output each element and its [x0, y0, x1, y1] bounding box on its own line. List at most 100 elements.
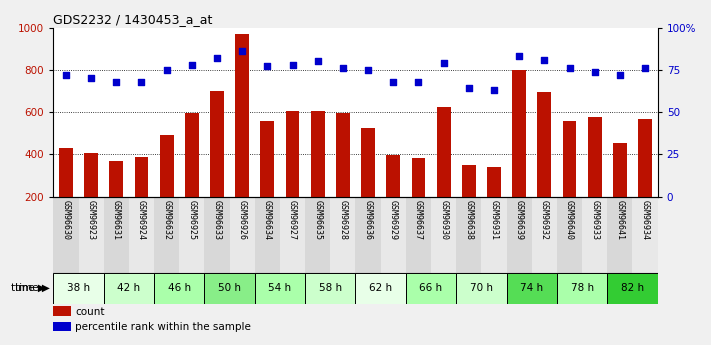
Bar: [361, 128, 375, 197]
Text: GSM96639: GSM96639: [515, 200, 524, 240]
Point: [186, 62, 198, 68]
Point: [564, 66, 575, 71]
Text: GSM96926: GSM96926: [237, 200, 247, 240]
Text: GSM96637: GSM96637: [414, 200, 423, 240]
Point: [60, 72, 72, 78]
Bar: [412, 158, 425, 197]
Bar: [406, 273, 456, 304]
Text: time ▶: time ▶: [15, 283, 50, 293]
Bar: [311, 111, 325, 197]
Bar: [386, 156, 400, 197]
Bar: [305, 273, 356, 304]
Bar: [356, 197, 380, 273]
Text: 70 h: 70 h: [470, 283, 493, 293]
Bar: [134, 157, 149, 197]
Text: GSM96934: GSM96934: [641, 200, 650, 240]
Bar: [437, 107, 451, 197]
Text: GSM96930: GSM96930: [439, 200, 448, 240]
Point: [262, 64, 273, 69]
Text: 58 h: 58 h: [319, 283, 342, 293]
Bar: [481, 197, 506, 273]
Bar: [109, 161, 123, 197]
Bar: [512, 70, 526, 197]
Bar: [205, 273, 255, 304]
Bar: [129, 197, 154, 273]
Point: [136, 79, 147, 85]
Point: [438, 60, 449, 66]
Bar: [638, 119, 652, 197]
Text: 38 h: 38 h: [67, 283, 90, 293]
Bar: [260, 121, 274, 197]
Point: [488, 87, 500, 93]
Bar: [633, 197, 658, 273]
Point: [589, 69, 600, 74]
Bar: [506, 197, 532, 273]
Bar: [154, 273, 205, 304]
Bar: [53, 322, 71, 331]
Point: [161, 67, 172, 72]
Bar: [557, 273, 607, 304]
Text: GSM96638: GSM96638: [464, 200, 474, 240]
Bar: [205, 197, 230, 273]
Bar: [230, 197, 255, 273]
Text: GSM96641: GSM96641: [616, 200, 624, 240]
Point: [413, 79, 424, 85]
Bar: [185, 112, 199, 197]
Text: GSM96634: GSM96634: [263, 200, 272, 240]
Bar: [104, 273, 154, 304]
Point: [211, 55, 223, 61]
Point: [614, 72, 626, 78]
Point: [337, 66, 348, 71]
Bar: [562, 121, 577, 197]
Bar: [462, 165, 476, 197]
Point: [513, 53, 525, 59]
Bar: [286, 111, 299, 197]
Text: GSM96929: GSM96929: [389, 200, 397, 240]
Text: 78 h: 78 h: [570, 283, 594, 293]
Text: 66 h: 66 h: [419, 283, 443, 293]
Point: [312, 59, 324, 64]
Text: GSM96927: GSM96927: [288, 200, 297, 240]
Bar: [607, 197, 633, 273]
Bar: [154, 197, 179, 273]
Point: [463, 86, 474, 91]
Bar: [506, 273, 557, 304]
Text: GSM96932: GSM96932: [540, 200, 549, 240]
Bar: [613, 144, 627, 197]
Bar: [356, 273, 406, 304]
Point: [237, 49, 248, 54]
Text: GSM96632: GSM96632: [162, 200, 171, 240]
Text: GSM96635: GSM96635: [314, 200, 322, 240]
Text: GSM96925: GSM96925: [187, 200, 196, 240]
Bar: [160, 135, 173, 197]
Text: 74 h: 74 h: [520, 283, 543, 293]
Bar: [84, 153, 98, 197]
Text: GSM96931: GSM96931: [489, 200, 498, 240]
Text: GSM96933: GSM96933: [590, 200, 599, 240]
Point: [85, 76, 97, 81]
Bar: [53, 306, 71, 316]
Point: [387, 79, 399, 85]
Bar: [532, 197, 557, 273]
Text: 50 h: 50 h: [218, 283, 241, 293]
Point: [639, 66, 651, 71]
Text: GSM96636: GSM96636: [363, 200, 373, 240]
Text: 46 h: 46 h: [168, 283, 191, 293]
Text: GSM96928: GSM96928: [338, 200, 348, 240]
Bar: [538, 92, 551, 197]
Text: time ▶: time ▶: [11, 283, 46, 293]
Text: GSM96633: GSM96633: [213, 200, 222, 240]
Bar: [588, 117, 602, 197]
Text: GSM96924: GSM96924: [137, 200, 146, 240]
Text: 82 h: 82 h: [621, 283, 644, 293]
Bar: [582, 197, 607, 273]
Bar: [235, 34, 249, 197]
Bar: [456, 273, 506, 304]
Bar: [305, 197, 331, 273]
Bar: [53, 197, 78, 273]
Bar: [179, 197, 205, 273]
Point: [111, 79, 122, 85]
Bar: [53, 273, 104, 304]
Bar: [487, 167, 501, 197]
Text: count: count: [75, 307, 105, 316]
